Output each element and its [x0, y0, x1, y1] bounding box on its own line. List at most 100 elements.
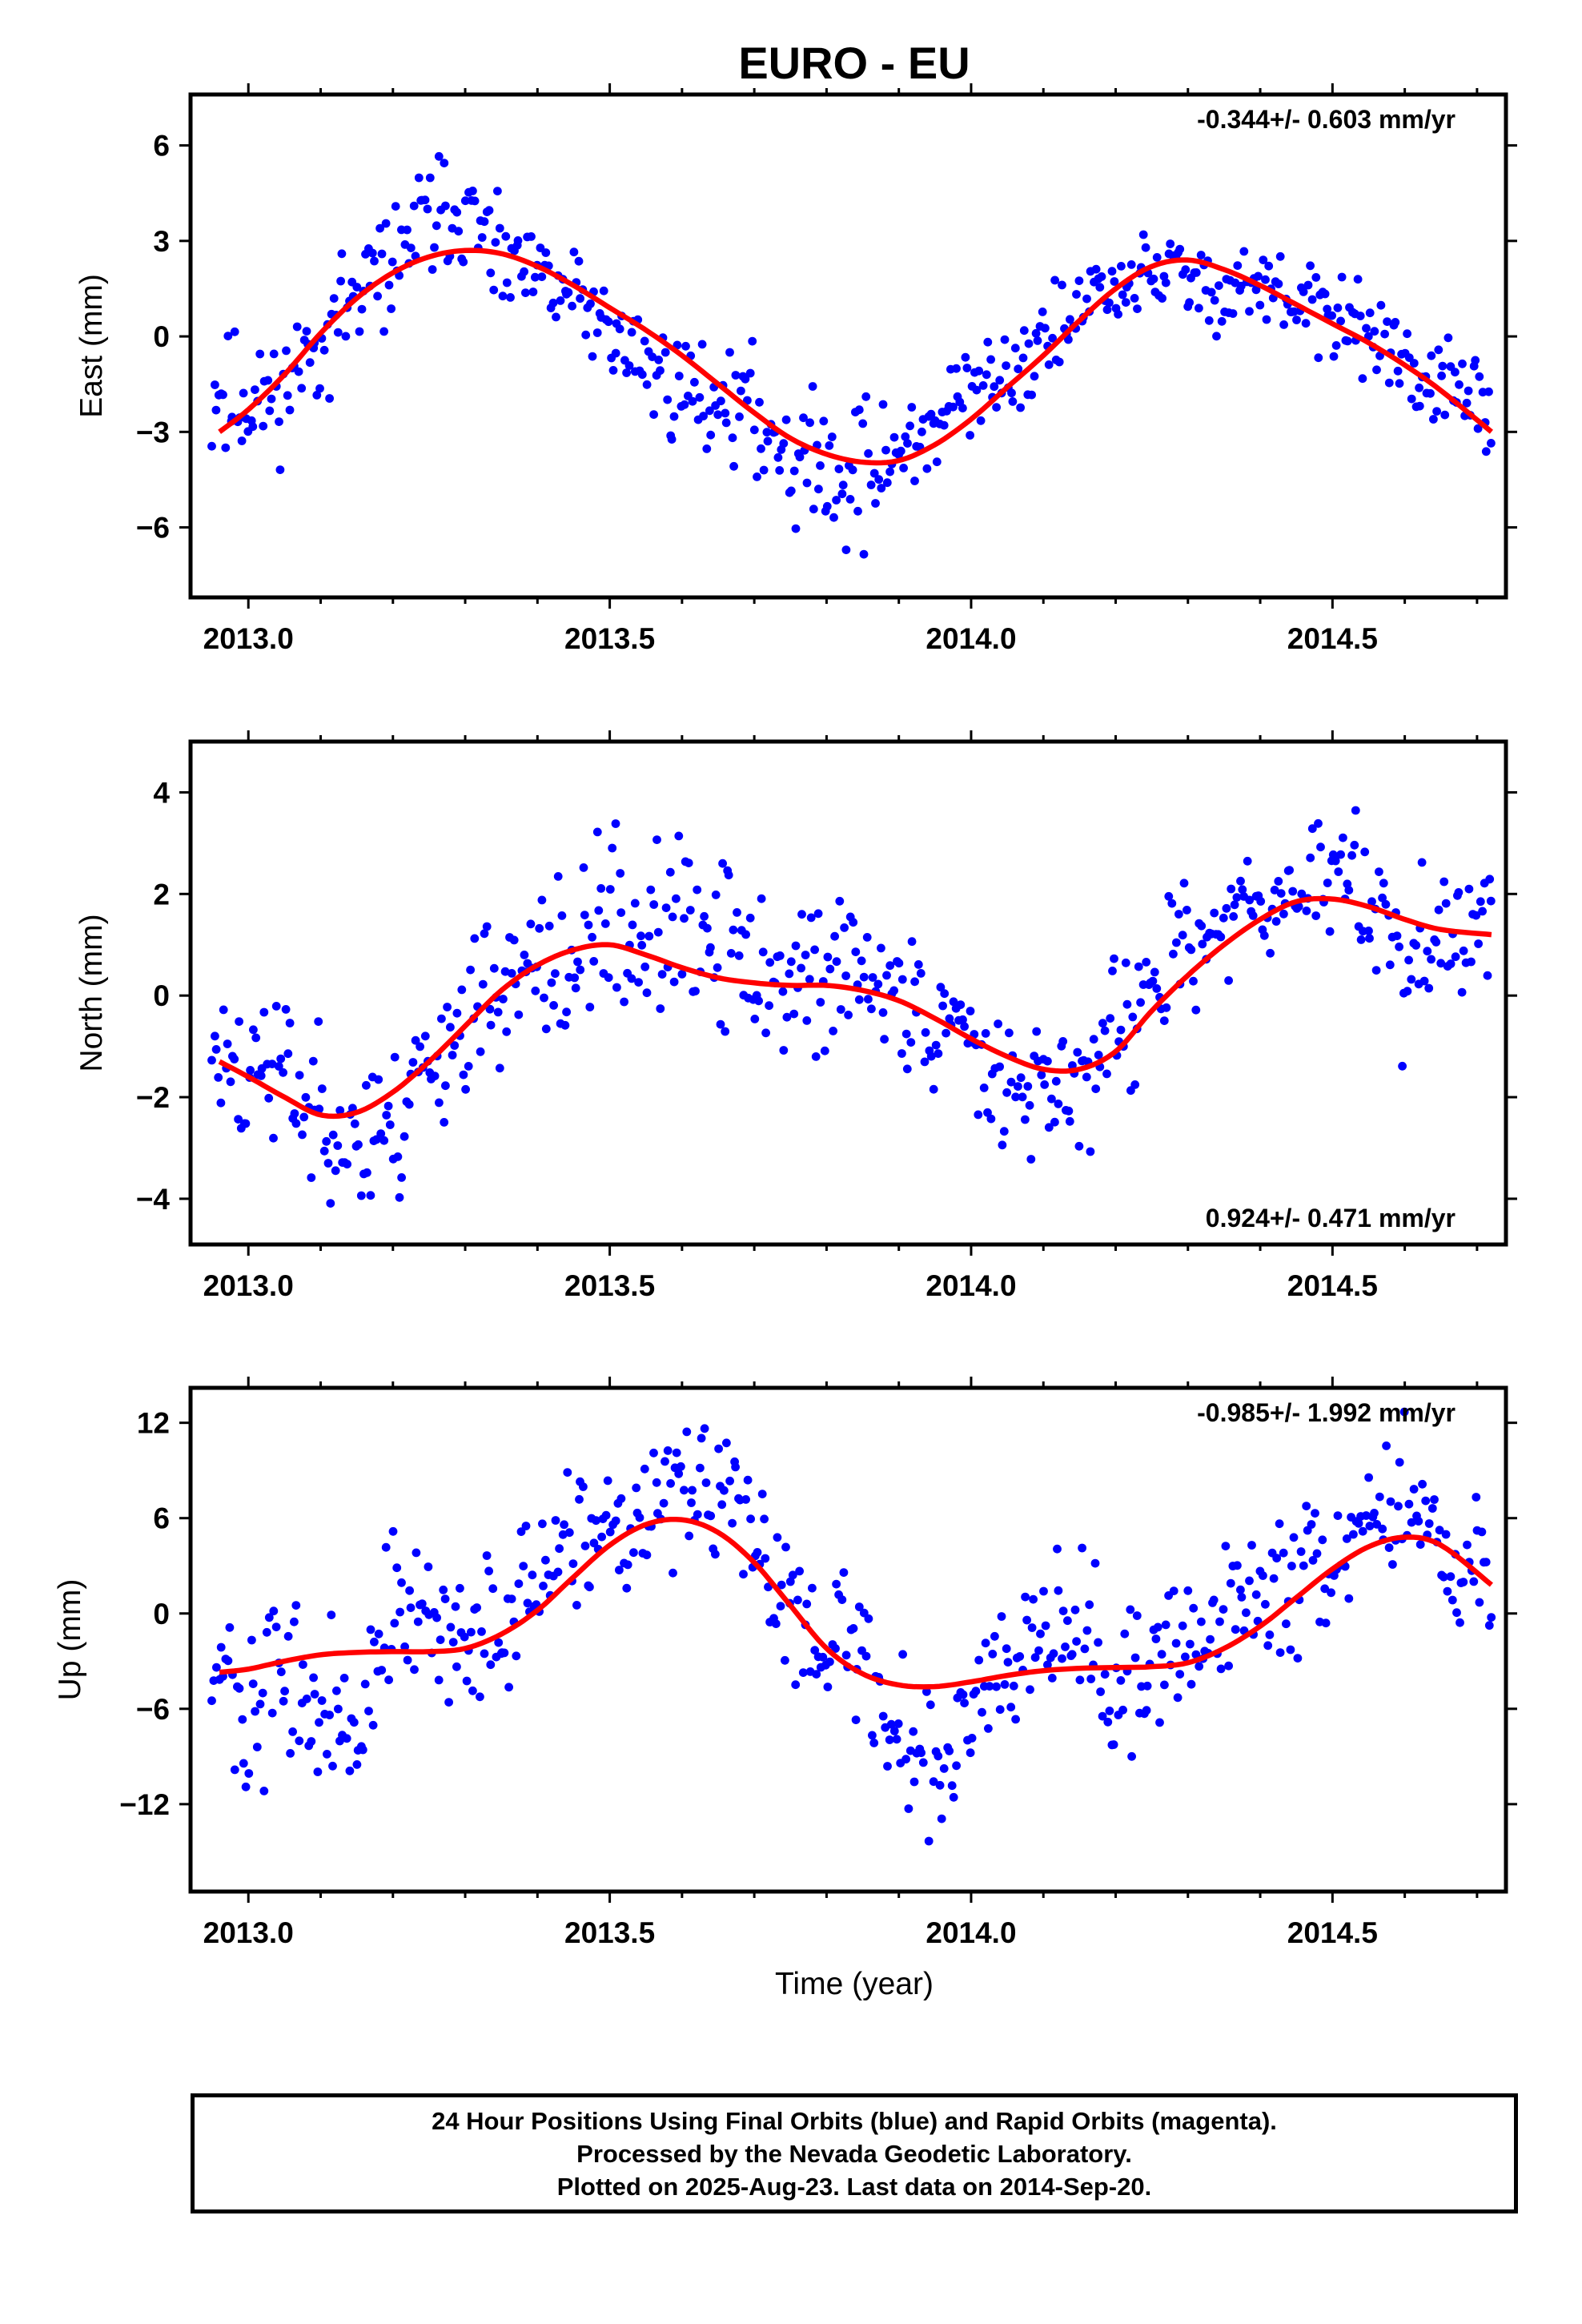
up-data-point: [649, 1448, 658, 1458]
north-data-point: [573, 957, 582, 967]
north-data-point: [661, 903, 671, 912]
north-data-point: [461, 1084, 470, 1094]
north-x-tick-label: 2014.0: [926, 1269, 1016, 1302]
up-data-point: [1181, 1652, 1190, 1662]
east-data-point: [978, 381, 988, 390]
east-data-point: [1275, 251, 1285, 261]
up-data-point: [1463, 1540, 1472, 1550]
north-data-point: [825, 964, 835, 974]
north-data-point: [926, 1051, 936, 1061]
north-data-point: [691, 987, 700, 995]
north-data-point: [579, 863, 588, 872]
north-data-point: [430, 1072, 440, 1080]
east-data-point: [1191, 268, 1201, 277]
up-data-point: [1186, 1639, 1195, 1649]
north-data-point: [1148, 976, 1158, 986]
east-data-point: [939, 420, 949, 430]
up-data-point: [825, 1657, 834, 1667]
north-data-point: [1417, 858, 1427, 867]
up-data-point: [310, 1690, 319, 1699]
north-data-point: [1483, 971, 1492, 980]
east-data-point: [983, 337, 993, 347]
up-data-point: [1186, 1679, 1196, 1689]
north-data-point: [849, 918, 858, 927]
north-data-point: [1371, 966, 1381, 975]
north-data-point: [1486, 896, 1496, 906]
north-data-point: [314, 1017, 323, 1026]
up-data-point: [810, 1646, 820, 1655]
north-data-point: [1224, 976, 1233, 985]
east-data-point: [882, 478, 892, 488]
up-data-point: [1399, 1407, 1409, 1417]
north-data-point: [1219, 913, 1228, 923]
up-data-point: [785, 1577, 795, 1586]
north-data-point: [276, 1054, 286, 1063]
north-data-point: [279, 1068, 287, 1077]
east-data-point: [1353, 275, 1363, 284]
east-data-point: [1365, 308, 1375, 318]
north-data-point: [620, 997, 628, 1007]
east-data-point: [1440, 410, 1450, 420]
east-data-point: [705, 406, 714, 416]
east-data-point: [1002, 361, 1010, 370]
up-data-point: [1098, 1711, 1107, 1721]
north-data-point: [741, 930, 750, 939]
north-data-point: [1407, 975, 1416, 984]
east-data-point: [907, 403, 917, 412]
east-data-point: [477, 233, 487, 242]
north-data-point: [1360, 847, 1370, 857]
north-data-point: [745, 913, 755, 923]
east-data-point: [1307, 295, 1317, 304]
up-data-point: [1261, 1599, 1270, 1609]
east-data-point: [721, 418, 731, 428]
north-data-point: [295, 1071, 304, 1080]
east-data-point: [604, 317, 613, 327]
up-data-point: [374, 1629, 383, 1638]
east-data-point: [1228, 309, 1238, 318]
north-data-point: [1467, 957, 1476, 967]
east-data-point: [809, 505, 818, 514]
up-data-point: [722, 1438, 731, 1448]
up-data-point: [901, 1755, 910, 1764]
north-data-point: [226, 1077, 235, 1087]
north-data-point: [778, 987, 788, 996]
up-data-point: [1002, 1644, 1011, 1654]
up-data-point: [223, 1656, 233, 1666]
north-data-point: [570, 973, 580, 983]
up-data-point: [1320, 1584, 1330, 1594]
north-data-point: [685, 906, 695, 915]
north-data-point: [235, 1017, 243, 1026]
up-data-point: [1103, 1717, 1113, 1727]
up-data-point: [580, 1542, 590, 1550]
north-data-point: [457, 985, 467, 995]
east-data-point: [1141, 243, 1150, 252]
north-data-point: [362, 1080, 371, 1090]
north-data-point: [672, 894, 681, 903]
north-data-point: [274, 1062, 283, 1071]
north-data-point: [495, 1063, 504, 1073]
north-data-point: [1043, 1056, 1052, 1066]
north-data-point: [1106, 1014, 1115, 1023]
east-data-point: [795, 452, 805, 462]
north-data-point: [1423, 947, 1432, 956]
north-data-point: [551, 969, 560, 979]
north-data-point: [470, 934, 480, 943]
footer-line-processed: Processed by the Nevada Geodetic Laborat…: [576, 2139, 1132, 2168]
up-data-point: [622, 1583, 632, 1593]
north-data-point: [901, 1029, 911, 1039]
east-data-point: [615, 324, 624, 334]
up-data-point: [230, 1765, 239, 1775]
north-y-tick-label: 2: [153, 878, 170, 911]
up-data-point: [1191, 1650, 1201, 1659]
north-data-point: [500, 967, 510, 976]
east-data-point: [230, 327, 239, 336]
east-data-point: [513, 236, 523, 245]
up-data-point: [1386, 1497, 1395, 1506]
up-data-point: [1237, 1593, 1247, 1602]
east-data-point: [1434, 345, 1443, 355]
north-data-point: [535, 923, 544, 933]
east-data-point: [211, 380, 219, 389]
up-data-point: [1414, 1517, 1423, 1526]
up-data-point: [1299, 1561, 1308, 1570]
north-data-point: [354, 1140, 363, 1149]
